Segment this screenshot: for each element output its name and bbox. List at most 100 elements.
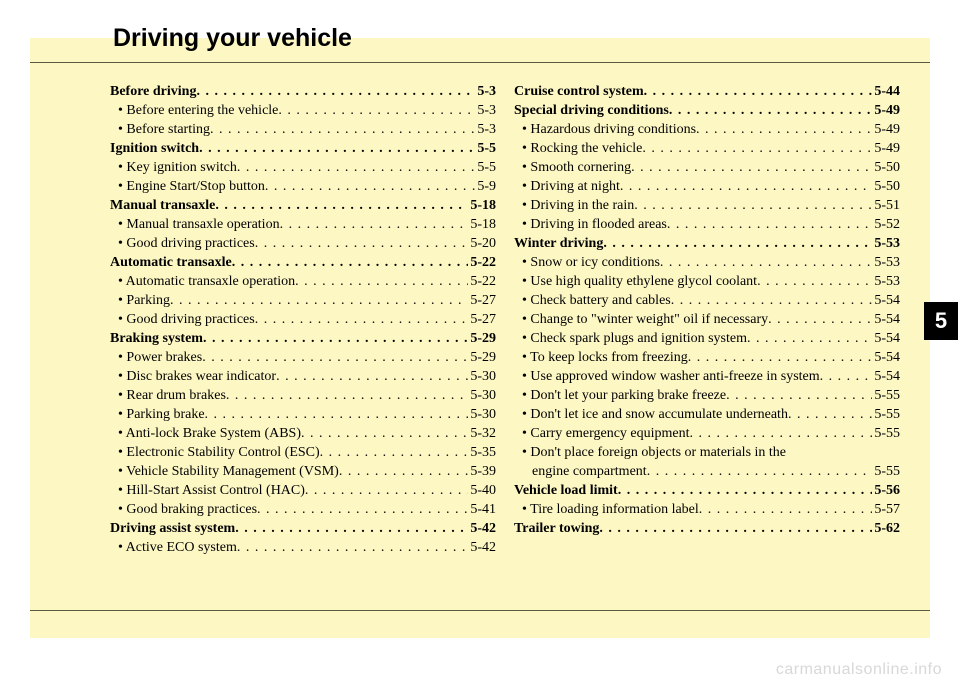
toc-label: • Snow or icy conditions bbox=[514, 253, 660, 272]
toc-label: • Use approved window washer anti-freeze… bbox=[514, 367, 820, 386]
toc-label: • Carry emergency equipment bbox=[514, 424, 690, 443]
toc-page: 5-54 bbox=[872, 367, 900, 386]
toc-entry: Automatic transaxle . . . . . . . . . . … bbox=[110, 253, 496, 272]
toc-page: 5-42 bbox=[468, 538, 496, 557]
toc-label: • Power brakes bbox=[110, 348, 202, 367]
toc-entry: • Rear drum brakes . . . . . . . . . . .… bbox=[110, 386, 496, 405]
toc-entry: • Disc brakes wear indicator . . . . . .… bbox=[110, 367, 496, 386]
toc-leader-dots: . . . . . . . . . . . . . . . . . . . . … bbox=[301, 424, 468, 443]
toc-leader-dots: . . . . . . . . . . . . . . . . . . . . … bbox=[276, 367, 468, 386]
toc-page: 5-55 bbox=[872, 462, 900, 481]
toc-left-column: Before driving . . . . . . . . . . . . .… bbox=[110, 82, 496, 557]
toc-entry: • Power brakes . . . . . . . . . . . . .… bbox=[110, 348, 496, 367]
toc-leader-dots: . . . . . . . . . . . . . . . . . . . . … bbox=[618, 481, 873, 500]
toc-page: 5-30 bbox=[468, 405, 496, 424]
toc-page: 5-20 bbox=[468, 234, 496, 253]
toc-entry: • Snow or icy conditions . . . . . . . .… bbox=[514, 253, 900, 272]
toc-leader-dots: . . . . . . . . . . . . . . . . . . . . … bbox=[255, 310, 469, 329]
toc-leader-dots: . . . . . . . . . . . . . . . . . . . . … bbox=[210, 120, 475, 139]
toc-leader-dots: . . . . . . . . . . . . . . . . . . . . … bbox=[647, 462, 873, 481]
toc-page: 5-55 bbox=[872, 424, 900, 443]
toc-page: 5-40 bbox=[468, 481, 496, 500]
toc-label: Braking system bbox=[110, 329, 203, 348]
toc-page: 5-3 bbox=[475, 82, 496, 101]
toc-leader-dots: . . . . . . . . . . . . . . . . . . . . … bbox=[305, 481, 468, 500]
toc-leader-dots: . . . . . . . . . . . . . . . . . . . . … bbox=[226, 386, 468, 405]
toc-entry: • Change to "winter weight" oil if neces… bbox=[514, 310, 900, 329]
toc-page: 5-39 bbox=[468, 462, 496, 481]
toc-leader-dots: . . . . . . . . . . . . . . . . . . . . … bbox=[671, 291, 873, 310]
toc-leader-dots: . . . . . . . . . . . . . . . . . . . . … bbox=[232, 253, 469, 272]
toc-entry: Manual transaxle . . . . . . . . . . . .… bbox=[110, 196, 496, 215]
toc-page: 5-55 bbox=[872, 405, 900, 424]
toc-page: 5-55 bbox=[872, 386, 900, 405]
toc-label: • Engine Start/Stop button bbox=[110, 177, 265, 196]
toc-entry: • Active ECO system . . . . . . . . . . … bbox=[110, 538, 496, 557]
toc-page: 5-30 bbox=[468, 386, 496, 405]
toc-label: engine compartment bbox=[514, 462, 647, 481]
toc-page: 5-22 bbox=[468, 272, 496, 291]
toc-columns: Before driving . . . . . . . . . . . . .… bbox=[110, 82, 900, 557]
toc-label: • Good driving practices bbox=[110, 310, 255, 329]
toc-label: • Active ECO system bbox=[110, 538, 237, 557]
toc-page: 5-41 bbox=[468, 500, 496, 519]
toc-page: 5-3 bbox=[475, 101, 496, 120]
toc-page: 5-53 bbox=[872, 234, 900, 253]
toc-label: • Key ignition switch bbox=[110, 158, 237, 177]
toc-entry: Driving assist system . . . . . . . . . … bbox=[110, 519, 496, 538]
page-title: Driving your vehicle bbox=[113, 24, 352, 53]
toc-entry: • Use approved window washer anti-freeze… bbox=[514, 367, 900, 386]
chapter-tab: 5 bbox=[924, 302, 958, 340]
toc-page: 5-27 bbox=[468, 291, 496, 310]
toc-label: • Parking bbox=[110, 291, 170, 310]
toc-entry: • Engine Start/Stop button . . . . . . .… bbox=[110, 177, 496, 196]
toc-page: 5-18 bbox=[468, 215, 496, 234]
toc-entry: • Good braking practices . . . . . . . .… bbox=[110, 500, 496, 519]
toc-page: 5-5 bbox=[475, 158, 496, 177]
toc-entry: • Use high quality ethylene glycol coola… bbox=[514, 272, 900, 291]
toc-label: Driving assist system bbox=[110, 519, 235, 538]
toc-entry: Before driving . . . . . . . . . . . . .… bbox=[110, 82, 496, 101]
toc-label: Special driving conditions bbox=[514, 101, 669, 120]
toc-label: • Hill-Start Assist Control (HAC) bbox=[110, 481, 305, 500]
toc-entry: Braking system . . . . . . . . . . . . .… bbox=[110, 329, 496, 348]
toc-entry: • Anti-lock Brake System (ABS) . . . . .… bbox=[110, 424, 496, 443]
toc-leader-dots: . . . . . . . . . . . . . . . . . . . . … bbox=[196, 82, 475, 101]
toc-label: • Anti-lock Brake System (ABS) bbox=[110, 424, 301, 443]
toc-leader-dots: . . . . . . . . . . . . . . . . . . . . … bbox=[660, 253, 872, 272]
toc-label: • Disc brakes wear indicator bbox=[110, 367, 276, 386]
toc-entry: • Check battery and cables . . . . . . .… bbox=[514, 291, 900, 310]
toc-page: 5-54 bbox=[872, 329, 900, 348]
toc-label: • Don't place foreign objects or materia… bbox=[514, 443, 786, 462]
toc-leader-dots: . . . . . . . . . . . . . . . . . . . . … bbox=[257, 500, 468, 519]
toc-page: 5-32 bbox=[468, 424, 496, 443]
toc-entry: • Key ignition switch . . . . . . . . . … bbox=[110, 158, 496, 177]
toc-leader-dots: . . . . . . . . . . . . . . . . . . . . … bbox=[202, 348, 468, 367]
toc-label: • Tire loading information label bbox=[514, 500, 699, 519]
toc-entry: • Electronic Stability Control (ESC) . .… bbox=[110, 443, 496, 462]
toc-leader-dots: . . . . . . . . . . . . . . . . . . . . … bbox=[203, 329, 468, 348]
toc-page: 5-29 bbox=[468, 329, 496, 348]
toc-entry: Trailer towing . . . . . . . . . . . . .… bbox=[514, 519, 900, 538]
toc-leader-dots: . . . . . . . . . . . . . . . . . . . . … bbox=[820, 367, 873, 386]
toc-leader-dots: . . . . . . . . . . . . . . . . . . . . … bbox=[696, 120, 872, 139]
toc-entry: Cruise control system . . . . . . . . . … bbox=[514, 82, 900, 101]
toc-leader-dots: . . . . . . . . . . . . . . . . . . . . … bbox=[320, 443, 469, 462]
toc-entry: • Driving in the rain . . . . . . . . . … bbox=[514, 196, 900, 215]
toc-page: 5-54 bbox=[872, 348, 900, 367]
toc-entry: Special driving conditions . . . . . . .… bbox=[514, 101, 900, 120]
toc-page: 5-27 bbox=[468, 310, 496, 329]
toc-page: 5-9 bbox=[475, 177, 496, 196]
toc-label: • Good driving practices bbox=[110, 234, 255, 253]
toc-entry: Vehicle load limit . . . . . . . . . . .… bbox=[514, 481, 900, 500]
toc-leader-dots: . . . . . . . . . . . . . . . . . . . . … bbox=[235, 519, 468, 538]
toc-leader-dots: . . . . . . . . . . . . . . . . . . . . … bbox=[599, 519, 872, 538]
toc-page: 5-50 bbox=[872, 158, 900, 177]
toc-label: • Smooth cornering bbox=[514, 158, 631, 177]
toc-leader-dots: . . . . . . . . . . . . . . . . . . . . … bbox=[631, 158, 872, 177]
toc-label: • Driving in flooded areas bbox=[514, 215, 667, 234]
toc-entry: • Automatic transaxle operation . . . . … bbox=[110, 272, 496, 291]
toc-page: 5-18 bbox=[468, 196, 496, 215]
toc-page: 5-54 bbox=[872, 291, 900, 310]
toc-entry: engine compartment . . . . . . . . . . .… bbox=[514, 462, 900, 481]
